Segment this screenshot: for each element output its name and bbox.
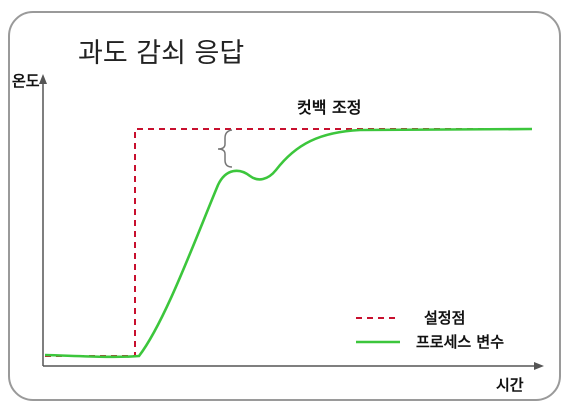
legend-process-label: 프로세스 변수 bbox=[416, 333, 504, 351]
y-axis-arrow bbox=[39, 74, 47, 84]
legend-setpoint-label: 설정점 bbox=[424, 309, 465, 327]
diagram-frame bbox=[8, 11, 561, 401]
x-axis-arrow bbox=[534, 362, 544, 370]
cutback-annotation: 컷백 조정 bbox=[297, 98, 361, 117]
legend: 설정점 프로세스 변수 bbox=[356, 309, 504, 351]
process-variable-curve bbox=[44, 127, 533, 359]
cutback-bracket bbox=[217, 129, 233, 168]
y-axis-label: 온도 bbox=[12, 72, 40, 90]
diagram-title: 과도 감쇠 응답 bbox=[78, 38, 244, 69]
x-axis-label: 시간 bbox=[496, 376, 524, 394]
